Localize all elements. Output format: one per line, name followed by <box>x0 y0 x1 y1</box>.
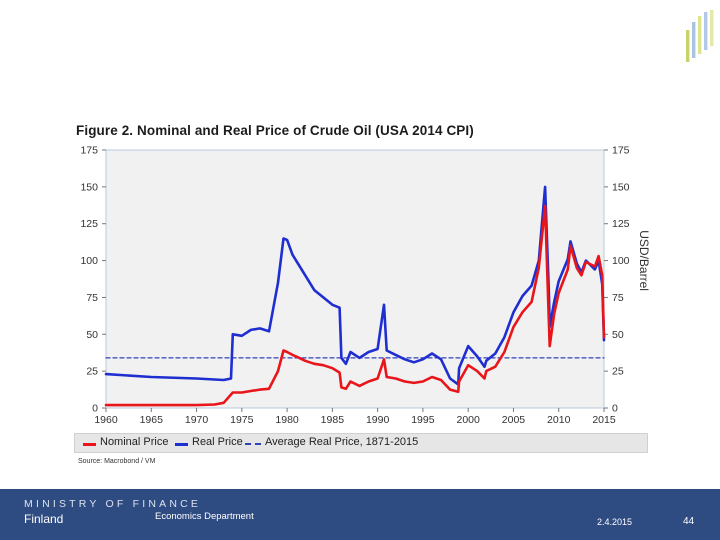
x-tick-label-1995: 1995 <box>411 414 435 426</box>
x-tick-label-2010: 2010 <box>547 414 571 426</box>
y-tick-label-right-150: 150 <box>612 181 630 193</box>
x-tick-label-2005: 2005 <box>502 414 526 426</box>
logo-bar-2 <box>692 22 696 58</box>
country-name: Finland <box>24 512 64 526</box>
y-tick-label-right-75: 75 <box>612 292 624 304</box>
ministry-logo-bars <box>686 10 714 62</box>
ministry-name: MINISTRY OF FINANCE <box>24 498 202 510</box>
footer-bar <box>0 489 720 540</box>
y-tick-label-left-25: 25 <box>86 366 98 378</box>
y-tick-label-right-175: 175 <box>612 145 630 157</box>
department-name: Economics Department <box>155 511 254 522</box>
page-number: 44 <box>683 516 695 527</box>
logo-bar-4 <box>704 12 708 50</box>
logo-bar-3 <box>698 16 702 54</box>
y-tick-label-left-50: 50 <box>86 329 98 341</box>
x-tick-label-1980: 1980 <box>275 414 299 426</box>
logo-bar-1 <box>686 30 690 62</box>
chart-title: Figure 2. Nominal and Real Price of Crud… <box>76 123 474 138</box>
chart-legend: Nominal Price Real Price Average Real Pr… <box>74 433 648 453</box>
legend-swatch-real <box>175 443 188 446</box>
y-tick-label-right-50: 50 <box>612 329 624 341</box>
y-tick-label-left-75: 75 <box>86 292 98 304</box>
legend-swatch-nominal <box>83 443 96 446</box>
chart-source-note: Source: Macrobond / VM <box>78 458 156 465</box>
y-tick-label-right-0: 0 <box>612 403 618 415</box>
y-tick-label-left-125: 125 <box>80 218 98 230</box>
legend-label-real: Real Price <box>192 436 243 448</box>
legend-label-average: Average Real Price, 1871-2015 <box>265 436 419 448</box>
plot-area <box>105 149 605 409</box>
y-tick-label-left-150: 150 <box>80 181 98 193</box>
y-axis-label: USD/Barrel <box>637 230 650 291</box>
x-tick-label-2015: 2015 <box>592 414 616 426</box>
legend-swatch-average <box>245 443 261 445</box>
series-line-real-price <box>104 185 606 386</box>
x-tick-label-1985: 1985 <box>321 414 345 426</box>
slide-date: 2.4.2015 <box>597 517 633 527</box>
x-tick-label-1965: 1965 <box>140 414 164 426</box>
y-tick-label-left-0: 0 <box>92 403 98 415</box>
y-tick-label-right-100: 100 <box>612 255 630 267</box>
x-tick-label-1975: 1975 <box>230 414 254 426</box>
y-tick-label-right-25: 25 <box>612 366 624 378</box>
series-line-nominal-price <box>104 204 606 407</box>
x-tick-label-1960: 1960 <box>94 414 118 426</box>
logo-bar-5 <box>710 10 714 46</box>
oil-price-chart: 0 0 25 25 50 50 75 75 100 100 125 125 150 150 175 175 19… <box>80 145 650 427</box>
y-tick-label-right-125: 125 <box>612 218 630 230</box>
y-tick-label-left-100: 100 <box>80 255 98 267</box>
x-tick-label-1990: 1990 <box>366 414 390 426</box>
legend-label-nominal: Nominal Price <box>100 436 169 448</box>
x-tick-label-2000: 2000 <box>457 414 481 426</box>
y-tick-label-left-175: 175 <box>80 145 98 157</box>
x-tick-label-1970: 1970 <box>185 414 209 426</box>
